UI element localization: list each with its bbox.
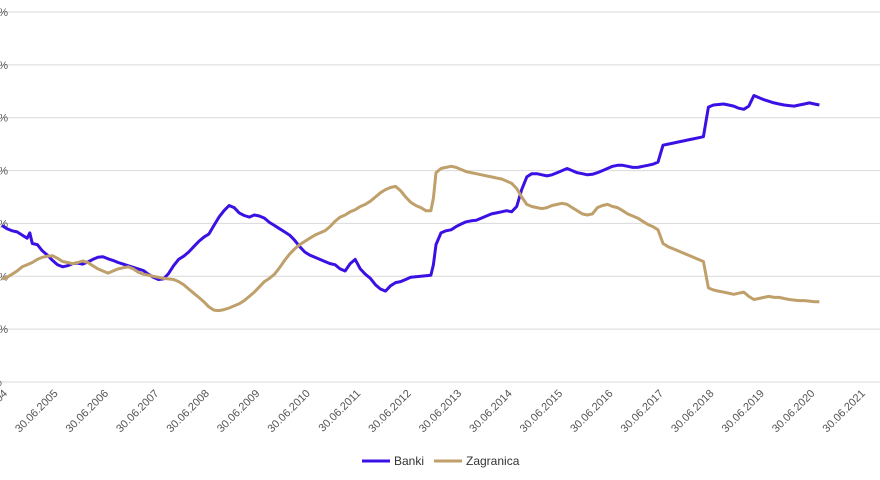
y-axis: 0%10%20%30%40%50%60%70% [0, 7, 8, 389]
x-tick-label: 30.06.2016 [568, 388, 615, 435]
x-tick-label: 30.06.2012 [366, 388, 413, 435]
legend-label: Banki [394, 454, 424, 468]
gridlines [0, 11, 880, 383]
legend-label: Zagranica [466, 454, 520, 468]
y-tick-label: 10% [0, 324, 8, 336]
legend: Banki Zagranica [362, 454, 520, 468]
x-axis: 30.06.2004 30.06.2005 30.06.2006 30.06.2007… [0, 388, 868, 435]
x-tick-label: 30.06.2004 [0, 388, 10, 435]
x-tick-label: 30.06.2021 [821, 388, 868, 435]
x-tick-label: 30.06.2011 [316, 388, 363, 435]
x-tick-label: 30.06.2008 [165, 388, 212, 435]
x-tick-label: 30.06.2020 [770, 388, 817, 435]
x-tick-label: 30.06.2009 [215, 388, 262, 435]
series-line-banki [1, 94, 820, 293]
y-tick-label: 30% [0, 218, 8, 230]
x-tick-label: 30.06.2005 [13, 388, 60, 435]
x-tick-label: 30.06.2015 [518, 388, 565, 435]
x-tick-label: 30.06.2014 [467, 388, 514, 435]
legend-item-zagranica: Zagranica [434, 454, 520, 468]
x-tick-label: 30.06.2018 [669, 388, 716, 435]
x-tick-label: 30.06.2017 [619, 388, 666, 435]
y-tick-label: 0% [0, 377, 2, 389]
x-tick-label: 30.06.2010 [265, 388, 312, 435]
legend-item-banki: Banki [362, 454, 424, 468]
y-tick-label: 50% [0, 113, 8, 125]
x-tick-label: 30.06.2013 [417, 388, 464, 435]
y-tick-label: 70% [0, 7, 8, 19]
y-tick-label: 60% [0, 60, 8, 72]
series-line-zagranica [1, 164, 820, 313]
x-tick-label: 30.06.2007 [114, 388, 161, 435]
series-lines [1, 94, 820, 313]
y-tick-label: 40% [0, 166, 8, 178]
x-tick-label: 30.06.2019 [720, 388, 767, 435]
x-tick-label: 30.06.2006 [64, 388, 111, 435]
